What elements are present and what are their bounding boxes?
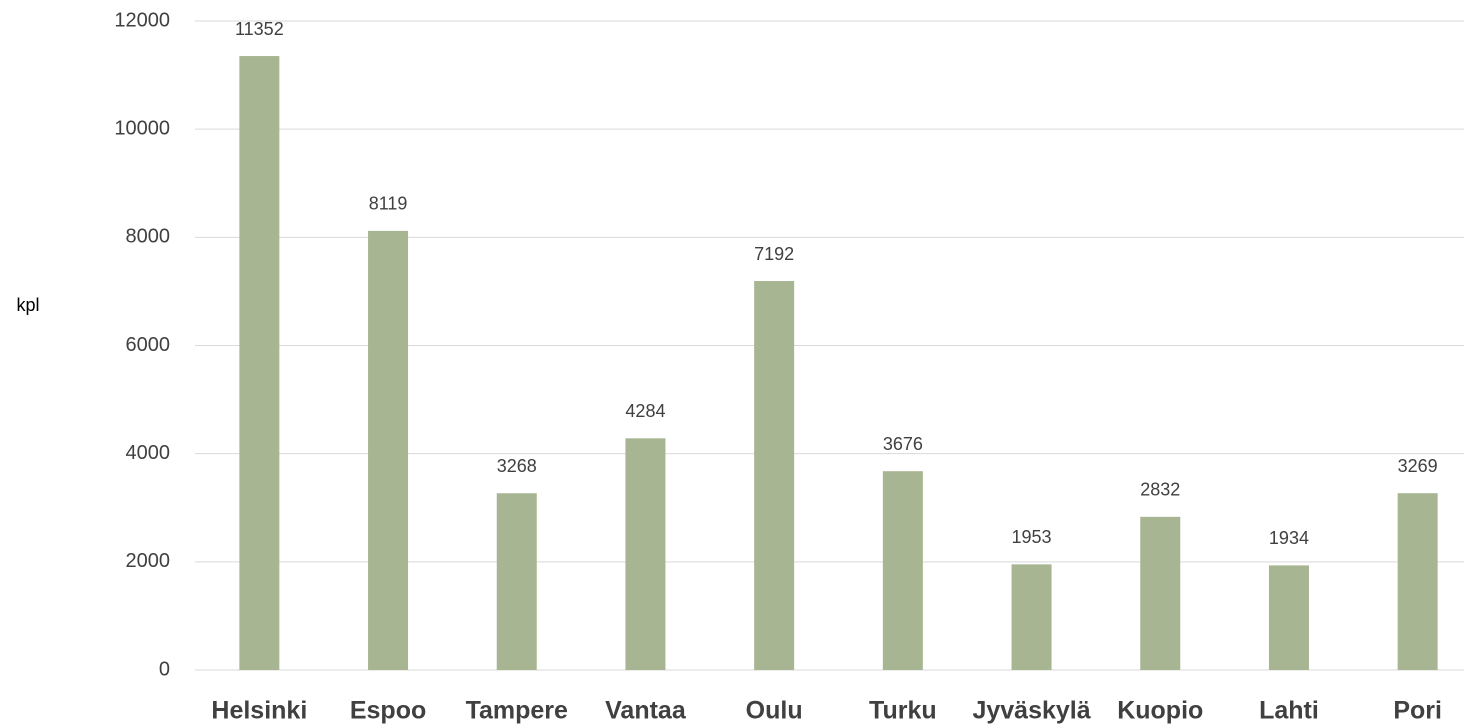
y-tick-label: 2000 <box>126 550 171 572</box>
data-label: 11352 <box>235 19 284 39</box>
bar <box>1011 564 1052 670</box>
x-tick-label: Kuopio <box>1117 697 1203 725</box>
data-label: 1934 <box>1269 528 1309 548</box>
data-label: 4284 <box>625 401 665 421</box>
y-tick-label: 12000 <box>114 9 170 31</box>
x-tick-label: Lahti <box>1259 697 1319 725</box>
y-tick-label: 8000 <box>126 226 171 248</box>
y-tick-label: 0 <box>159 658 170 680</box>
bar <box>625 438 666 670</box>
data-label: 3676 <box>883 434 923 454</box>
x-tick-label: Helsinki <box>211 697 307 725</box>
data-label: 1953 <box>1012 527 1052 547</box>
x-tick-label: Pori <box>1393 697 1442 725</box>
y-tick-label: 4000 <box>126 442 171 464</box>
x-tick-label: Espoo <box>350 697 426 725</box>
bar <box>368 230 409 671</box>
bar <box>882 471 923 670</box>
x-tick-label: Vantaa <box>605 697 687 725</box>
bar <box>1140 516 1181 670</box>
x-tick-label: Jyväskylä <box>972 697 1090 725</box>
data-label: 2832 <box>1140 480 1180 500</box>
bar <box>754 281 795 670</box>
y-tick-label: 10000 <box>114 117 170 139</box>
data-label: 8119 <box>369 194 408 214</box>
bar <box>239 56 280 670</box>
bar <box>1268 565 1309 670</box>
data-label: 7192 <box>754 244 794 264</box>
x-tick-label: Turku <box>869 697 937 725</box>
y-tick-label: 6000 <box>126 334 171 356</box>
bar <box>496 493 537 670</box>
data-label: 3269 <box>1398 456 1438 476</box>
data-label: 3268 <box>497 456 537 476</box>
bar <box>1397 493 1438 670</box>
x-tick-label: Tampere <box>466 697 568 725</box>
x-tick-label: Oulu <box>746 697 803 725</box>
y-axis-label: kpl <box>16 295 39 315</box>
